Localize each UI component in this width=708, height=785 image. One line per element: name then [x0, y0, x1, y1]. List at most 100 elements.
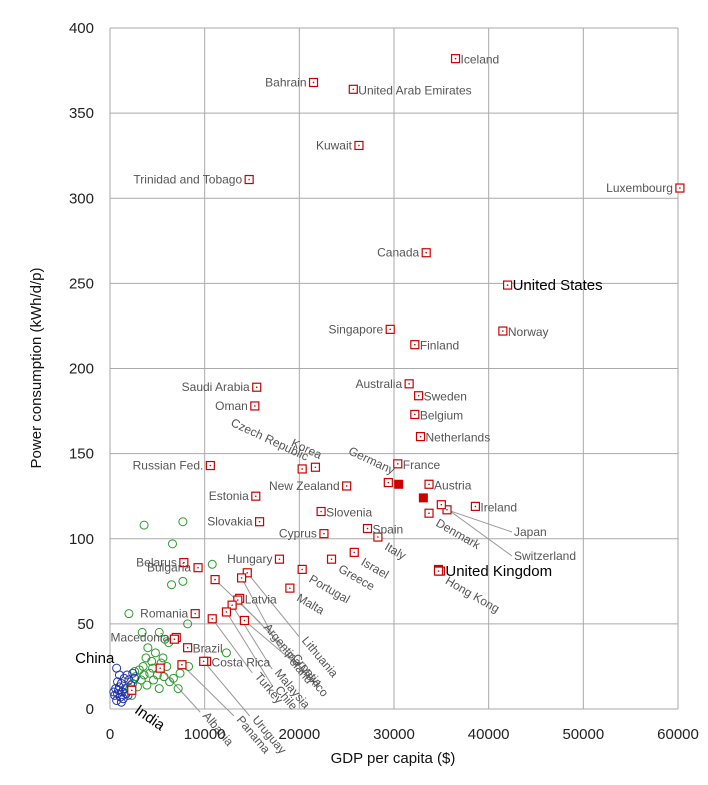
data-point-center: [428, 512, 430, 515]
data-point: [149, 675, 159, 685]
point-label: Canada: [377, 246, 419, 260]
data-point-center: [278, 558, 281, 560]
point-label: Slovenia: [326, 506, 372, 520]
data-point-center: [414, 343, 416, 346]
data-point: [139, 670, 149, 680]
data-point: [130, 667, 140, 677]
data-point: [150, 648, 160, 658]
pointer-line: [244, 620, 297, 665]
point-label: Belgium: [420, 408, 463, 422]
data-point-center: [414, 413, 416, 416]
data-point-center: [197, 566, 199, 569]
data-point-center: [377, 536, 379, 538]
data-point-center: [194, 612, 196, 615]
y-tick-label: 50: [77, 616, 94, 633]
x-tick-label: 40000: [468, 726, 510, 743]
data-point: [167, 539, 177, 549]
data-point: [418, 493, 428, 503]
data-point: [167, 580, 177, 590]
data-point-center: [159, 667, 161, 669]
data-point-center: [173, 638, 176, 640]
data-point-center: [387, 481, 390, 484]
data-point: [130, 673, 140, 683]
data-point-center: [345, 485, 348, 487]
x-tick-label: 20000: [278, 726, 320, 743]
y-tick-label: 300: [69, 190, 94, 207]
point-label: United Kingdom: [445, 563, 552, 580]
pointer-line: [203, 661, 251, 717]
data-point-center: [214, 578, 216, 581]
point-label: Brazil: [193, 642, 223, 656]
data-point-center: [211, 617, 214, 620]
data-point: [173, 684, 183, 694]
data-point-center: [506, 284, 509, 286]
y-tick-label: 200: [69, 361, 94, 378]
data-point: [113, 689, 123, 699]
data-point: [207, 559, 217, 569]
data-point-center: [246, 572, 249, 574]
data-point-center: [254, 495, 257, 497]
data-point: [114, 682, 124, 692]
point-label: Bulgaria: [147, 561, 191, 575]
data-point-center: [202, 660, 205, 663]
point-label: Latvia: [245, 592, 277, 606]
data-point-center: [454, 57, 457, 60]
pointer-line: [446, 509, 513, 533]
data-point: [165, 677, 175, 687]
data-point-center: [130, 689, 133, 692]
data-markers: [109, 54, 685, 707]
pointer-line: [226, 611, 273, 687]
point-label: India: [131, 702, 168, 735]
data-point-center: [446, 509, 448, 511]
point-label: Belarus: [136, 556, 177, 570]
point-label: China: [75, 650, 115, 667]
point-label: Macedonia: [111, 630, 170, 644]
data-point-center: [254, 405, 256, 407]
y-axis-label: Power consumption (kWh/d/p): [28, 268, 45, 469]
data-point-center: [209, 464, 212, 467]
point-label: Estonia: [209, 489, 249, 503]
data-point: [178, 576, 188, 586]
x-tick-label: 10000: [184, 726, 226, 743]
data-point-center: [186, 646, 189, 649]
data-point-center: [425, 251, 427, 254]
point-label: Sweden: [424, 390, 467, 404]
pointer-line: [246, 572, 300, 638]
point-label: Hungary: [227, 552, 272, 566]
point-label: United Arab Emirates: [358, 83, 471, 97]
point-label: Italy: [382, 540, 408, 563]
data-point: [124, 675, 134, 685]
pointer-line: [237, 599, 291, 655]
data-point: [183, 619, 193, 629]
tick-labels: 0 10000 20000 30000 40000 50000 60000 0 50 100 150…: [69, 20, 699, 743]
data-point-center: [225, 611, 228, 613]
pointer-line: [159, 667, 201, 713]
pointer-line: [211, 618, 253, 674]
data-point: [147, 656, 157, 666]
point-label: Finland: [420, 339, 459, 353]
data-point: [122, 670, 132, 680]
pointer-line: [181, 664, 235, 717]
point-label: Germany: [346, 444, 397, 478]
data-point-center: [255, 386, 258, 389]
data-point: [124, 609, 134, 619]
point-label: Kuwait: [316, 138, 353, 152]
pointer-line: [231, 604, 273, 670]
data-point: [175, 668, 185, 678]
point-label: Slovakia: [207, 515, 253, 529]
y-tick-label: 250: [69, 275, 94, 292]
data-point-center: [301, 568, 303, 571]
data-point-center: [301, 468, 303, 470]
grid: [109, 27, 679, 710]
data-point: [154, 684, 164, 694]
point-label: Norway: [508, 325, 549, 339]
data-point-center: [323, 532, 325, 535]
x-axis-label: GDP per capita ($): [331, 750, 456, 767]
data-point: [116, 697, 126, 707]
x-tick-label: 60000: [657, 726, 699, 743]
data-point: [154, 627, 164, 637]
point-label: Singapore: [328, 322, 383, 336]
point-label: Australia: [355, 377, 402, 391]
point-label: Trinidad and Tobago: [133, 173, 242, 187]
